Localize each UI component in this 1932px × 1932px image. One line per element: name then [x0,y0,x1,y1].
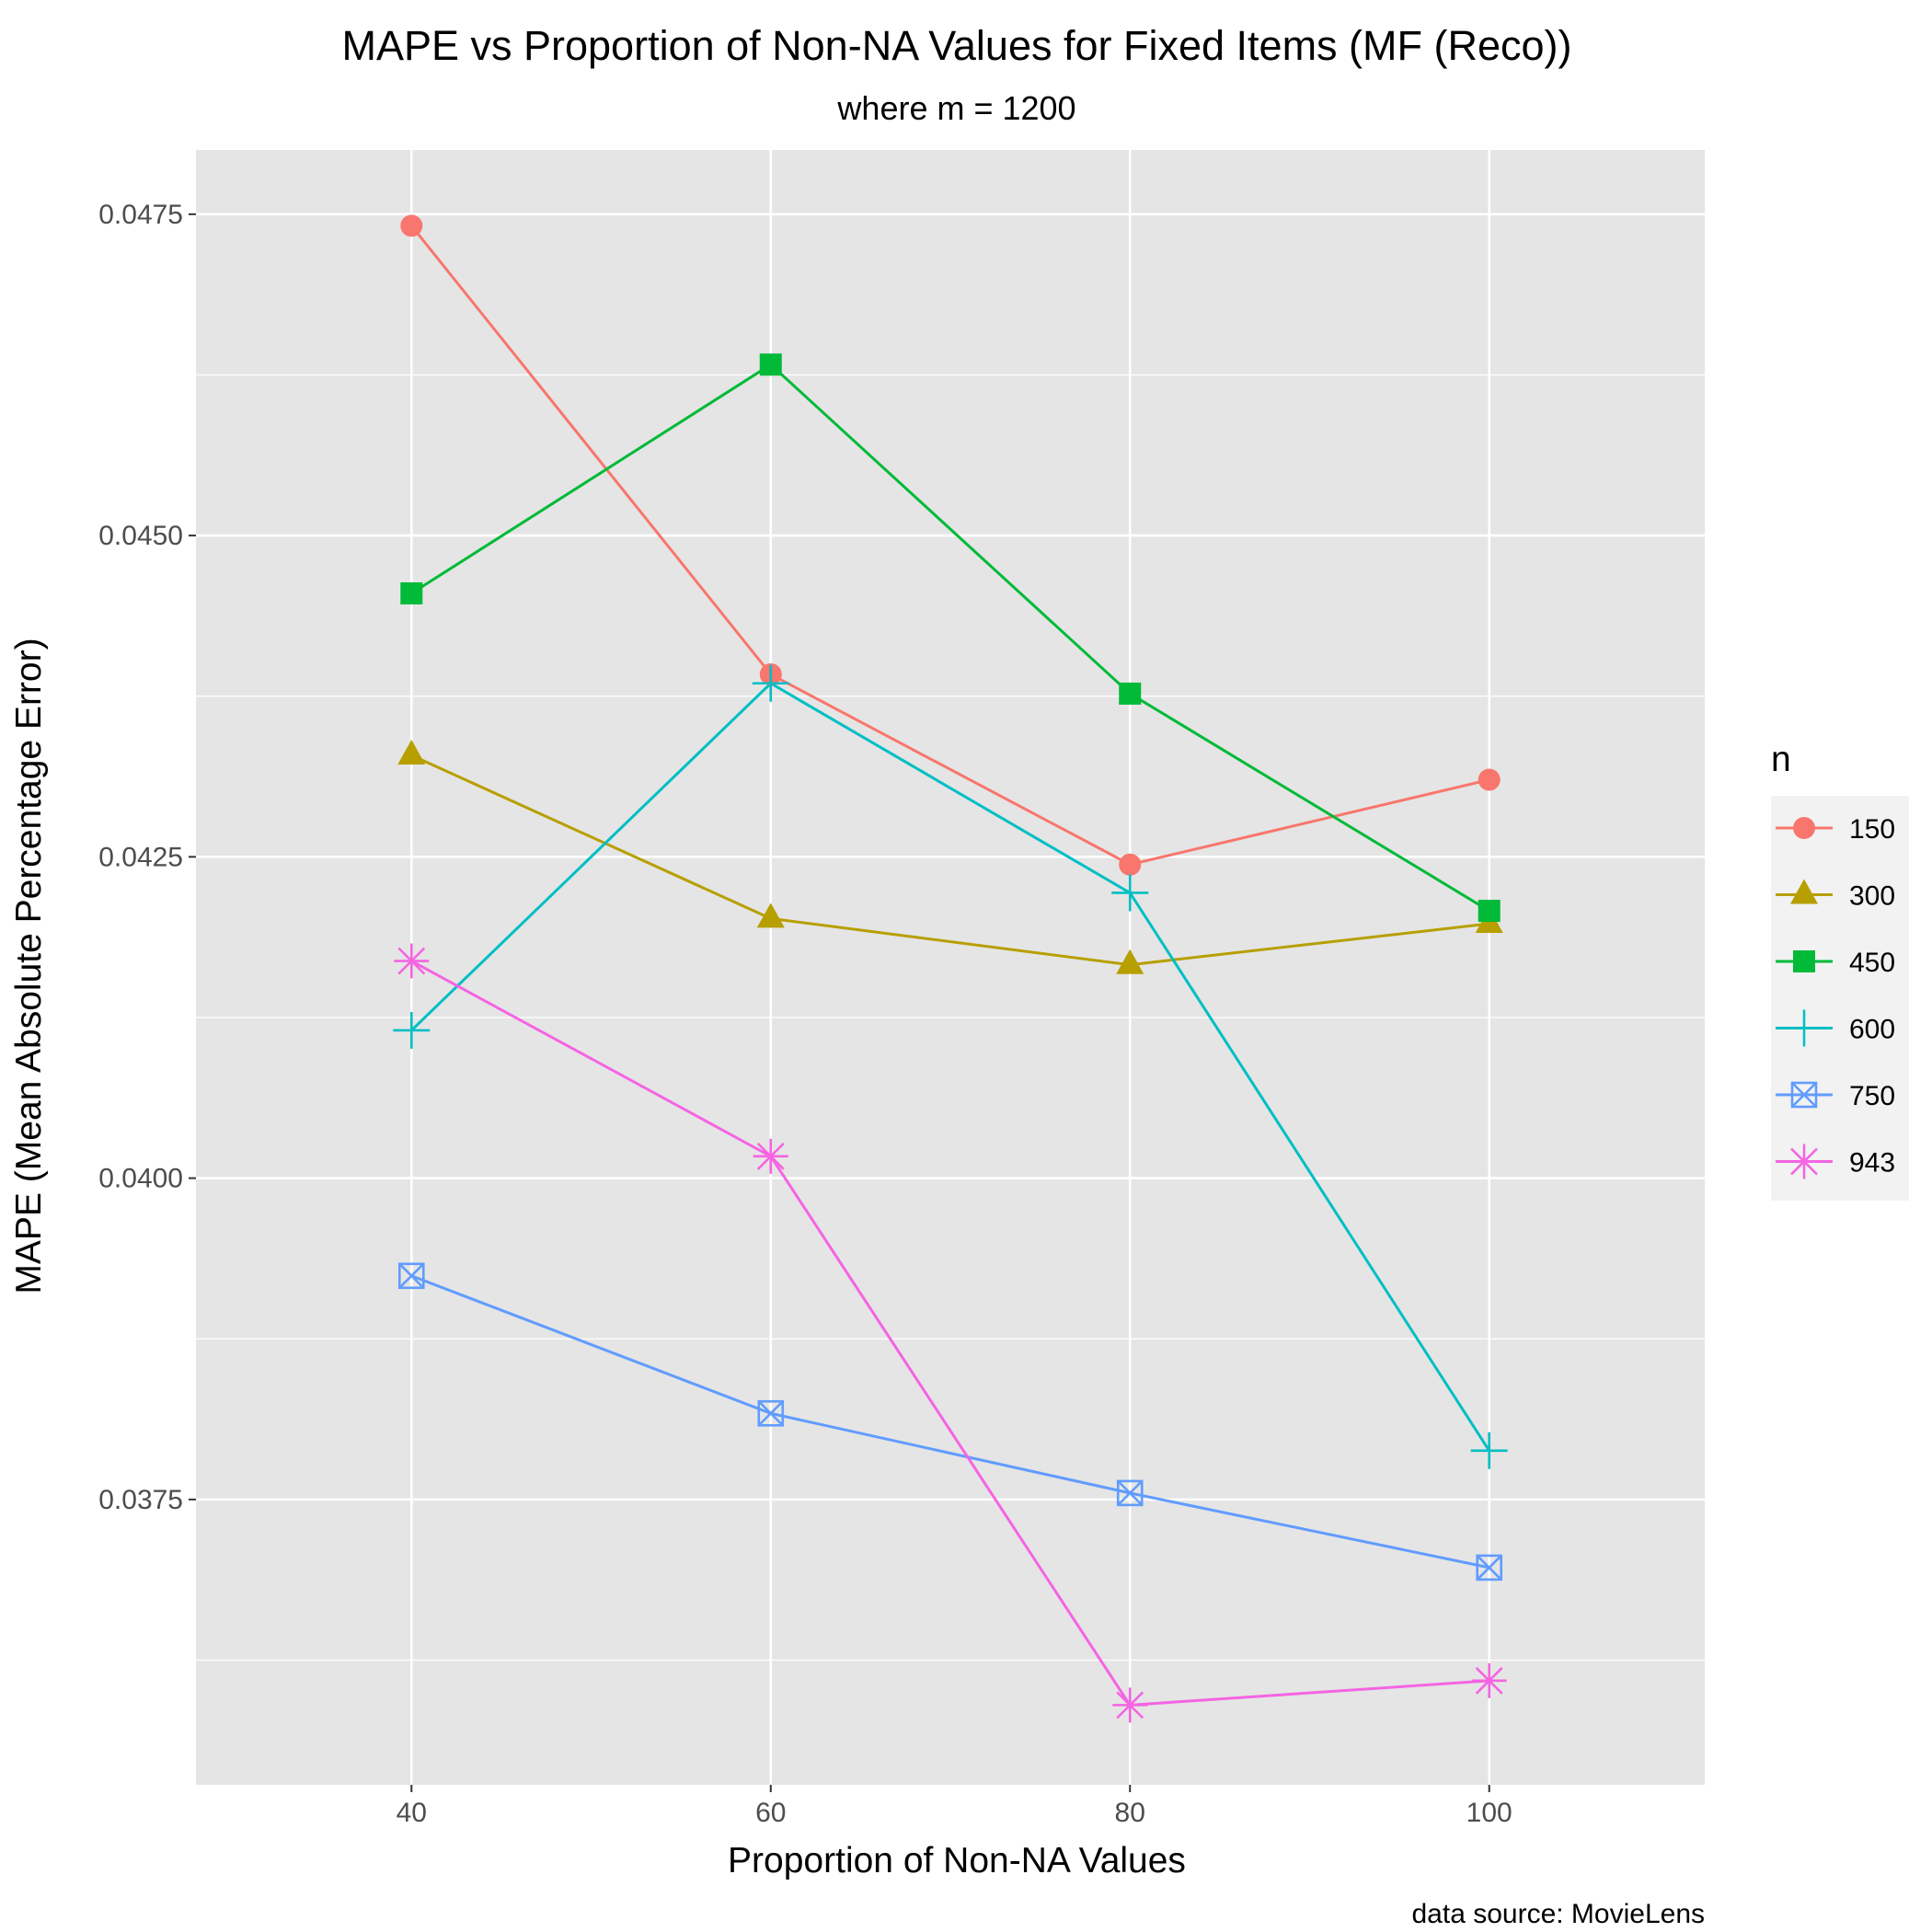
series-line-750 [410,1274,1490,1570]
y-tick-label: 0.0450 [98,521,183,551]
data-point-450 [1119,682,1142,705]
caption: data source: MovieLens [1411,1899,1705,1929]
data-point-150 [1119,853,1142,876]
data-point-300 [397,739,426,765]
data-point-943 [394,943,430,979]
legend-key-background [1771,796,1909,1201]
data-point-750 [757,1399,785,1427]
data-point-600 [1470,1432,1508,1469]
data-point-450 [400,581,423,604]
x-tick-label: 40 [397,1798,427,1828]
legend-item-300: 300 [1776,879,1895,912]
legend-key-marker [1787,1144,1822,1179]
data-point-450 [1478,900,1501,923]
series-line-600 [410,681,1490,1452]
data-point-943 [753,1138,788,1174]
y-axis-title: MAPE (Mean Absolute Percentage Error) [9,638,49,1294]
legend-label: 943 [1849,1148,1895,1179]
data-point-450 [759,353,782,376]
y-axis: 0.0375 0.0400 0.0425 0.0450 0.0475 [98,200,196,1515]
legend-item-450: 450 [1776,948,1895,978]
legend-item-943: 943 [1776,1144,1895,1179]
legend-item-150: 150 [1776,814,1895,845]
y-tick-label: 0.0475 [98,200,183,230]
legend-title: n [1771,740,1791,779]
series-layer [393,214,1508,1723]
chart-title: MAPE vs Proportion of Non-NA Values for … [341,22,1571,69]
x-axis: 40 60 80 100 [397,1785,1512,1828]
legend-item-600: 600 [1776,1009,1895,1047]
series-line-300 [410,753,1489,967]
plot-panel [196,150,1705,1785]
series-line-943 [410,960,1489,1707]
data-point-600 [1111,874,1149,912]
legend-key-marker [1790,1081,1818,1109]
data-point-150 [1478,768,1501,791]
data-point-600 [752,664,789,702]
legend-label: 750 [1849,1081,1895,1111]
y-tick-label: 0.0375 [98,1485,183,1515]
data-point-750 [1116,1479,1144,1507]
legend-key-marker [1790,879,1818,904]
legend-item-750: 750 [1776,1081,1895,1111]
legend-label: 600 [1849,1015,1895,1045]
x-tick-label: 100 [1466,1798,1512,1828]
series-line-450 [410,362,1490,913]
data-point-300 [1116,949,1144,974]
data-point-300 [756,903,785,928]
x-tick-label: 80 [1115,1798,1145,1828]
x-axis-title: Proportion of Non-NA Values [728,1841,1186,1880]
legend-key-marker [1793,817,1815,839]
data-point-600 [393,1011,431,1049]
data-point-750 [1476,1554,1503,1581]
chart-subtitle: where m = 1200 [836,89,1075,127]
x-tick-label: 60 [755,1798,786,1828]
data-point-750 [397,1262,425,1290]
data-point-943 [1471,1662,1507,1698]
legend-label: 300 [1849,881,1895,912]
data-point-943 [1112,1687,1148,1723]
legend-key-marker [1793,950,1815,972]
y-tick-label: 0.0400 [98,1164,183,1194]
data-point-150 [400,214,423,237]
series-line-150 [410,224,1490,867]
legend-label: 450 [1849,948,1895,978]
legend-key-marker [1786,1009,1823,1047]
y-tick-label: 0.0425 [98,842,183,872]
legend: n 150 300 450 600 750 943 [1771,740,1909,1201]
legend-label: 150 [1849,814,1895,845]
